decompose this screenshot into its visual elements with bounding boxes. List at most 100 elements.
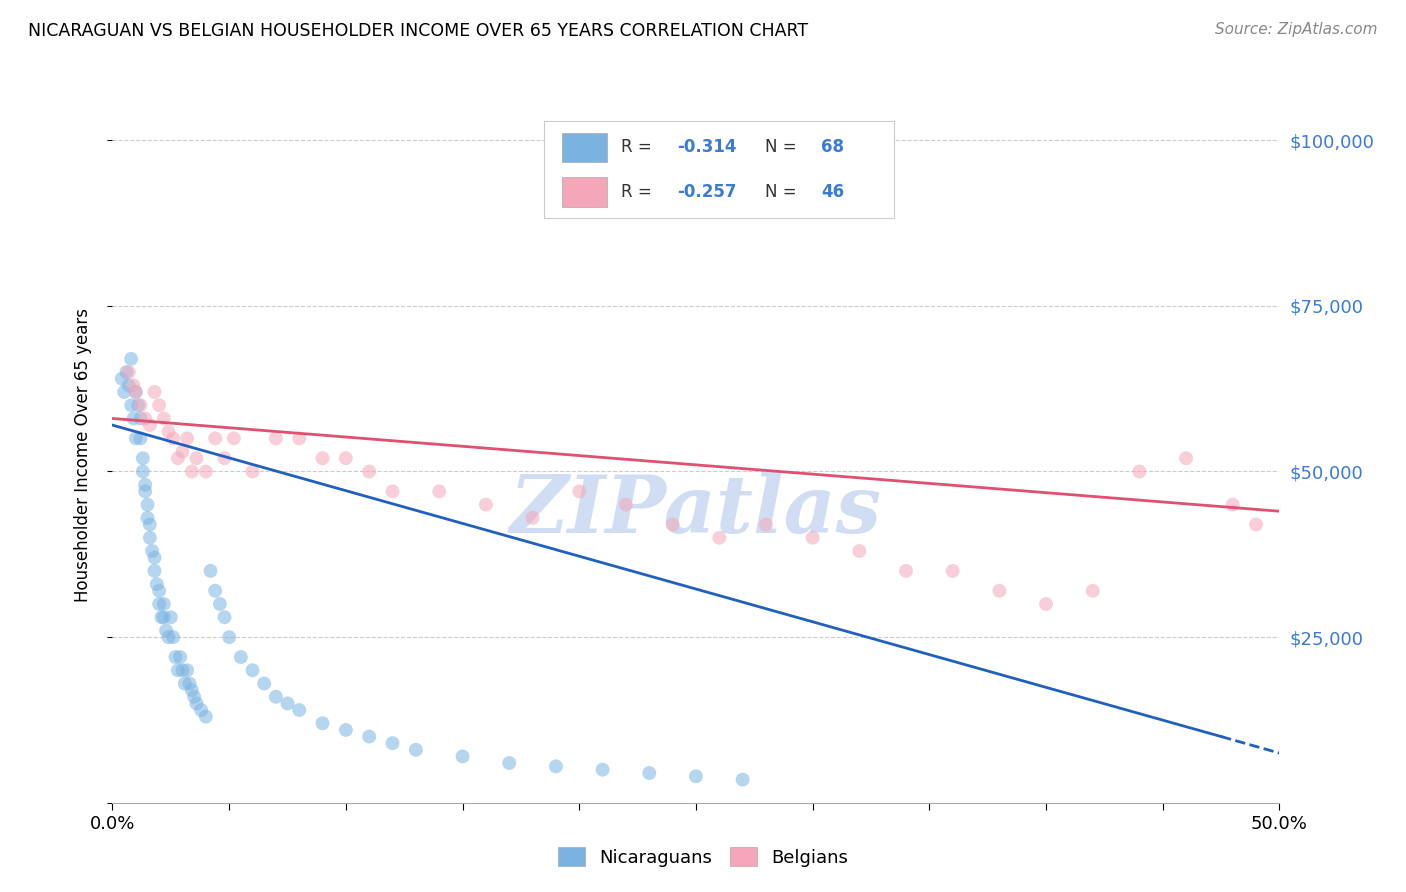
Point xyxy=(1175,451,1198,466)
Point xyxy=(139,418,162,433)
Point xyxy=(264,690,287,704)
Point xyxy=(222,431,245,445)
Point xyxy=(120,398,142,412)
Point xyxy=(183,690,205,704)
Point xyxy=(139,531,162,545)
Point xyxy=(180,465,202,479)
Point xyxy=(136,511,159,525)
Point xyxy=(638,766,661,780)
Point xyxy=(165,650,187,665)
Point xyxy=(125,431,148,445)
Point xyxy=(242,465,264,479)
Point xyxy=(143,564,166,578)
Point xyxy=(335,451,357,466)
Point xyxy=(162,630,184,644)
Point xyxy=(1244,517,1267,532)
Point xyxy=(190,703,212,717)
Point xyxy=(204,431,226,445)
Point xyxy=(194,465,217,479)
Point xyxy=(176,431,198,445)
Point xyxy=(139,517,162,532)
Point xyxy=(214,610,236,624)
Point xyxy=(731,772,754,787)
Point xyxy=(186,451,208,466)
Point xyxy=(204,583,226,598)
Point xyxy=(136,498,159,512)
Point xyxy=(568,484,591,499)
Point xyxy=(592,763,614,777)
Point xyxy=(427,484,450,499)
Point xyxy=(120,351,142,366)
Point xyxy=(179,676,201,690)
Point xyxy=(214,451,236,466)
Text: NICARAGUAN VS BELGIAN HOUSEHOLDER INCOME OVER 65 YEARS CORRELATION CHART: NICARAGUAN VS BELGIAN HOUSEHOLDER INCOME… xyxy=(28,22,808,40)
Point xyxy=(122,411,145,425)
Point xyxy=(129,431,152,445)
Point xyxy=(242,663,264,677)
Point xyxy=(153,597,176,611)
Point xyxy=(127,398,149,412)
Point xyxy=(544,759,567,773)
Point xyxy=(122,378,145,392)
Legend: Nicaraguans, Belgians: Nicaraguans, Belgians xyxy=(550,840,856,874)
Point xyxy=(111,372,134,386)
Point xyxy=(148,597,170,611)
Point xyxy=(148,398,170,412)
Point xyxy=(405,743,427,757)
Point xyxy=(311,716,333,731)
Point xyxy=(276,697,298,711)
Point xyxy=(172,444,194,458)
Text: ZIPatlas: ZIPatlas xyxy=(510,472,882,549)
Point xyxy=(134,484,156,499)
Point xyxy=(200,564,222,578)
Point xyxy=(359,730,381,744)
Point xyxy=(176,663,198,677)
Point xyxy=(143,550,166,565)
Point xyxy=(1035,597,1057,611)
Point xyxy=(988,583,1011,598)
Point xyxy=(166,663,188,677)
Point xyxy=(661,517,683,532)
Point xyxy=(614,498,637,512)
Point xyxy=(1081,583,1104,598)
Point xyxy=(848,544,870,558)
Point xyxy=(311,451,333,466)
Point xyxy=(172,663,194,677)
Point xyxy=(134,411,156,425)
Point xyxy=(685,769,707,783)
Text: Source: ZipAtlas.com: Source: ZipAtlas.com xyxy=(1215,22,1378,37)
Point xyxy=(150,610,173,624)
Point xyxy=(132,451,155,466)
Point xyxy=(157,630,180,644)
Point xyxy=(359,465,381,479)
Point xyxy=(115,365,138,379)
Point xyxy=(218,630,240,644)
Point xyxy=(134,477,156,491)
Point xyxy=(186,697,208,711)
Point xyxy=(522,511,544,525)
Point xyxy=(157,425,180,439)
Point xyxy=(1128,465,1150,479)
Point xyxy=(264,431,287,445)
Point xyxy=(118,365,141,379)
Point xyxy=(475,498,498,512)
Point xyxy=(112,384,135,399)
Point xyxy=(125,384,148,399)
Point xyxy=(894,564,917,578)
Point xyxy=(129,398,152,412)
Point xyxy=(755,517,778,532)
Point xyxy=(160,610,183,624)
Point xyxy=(132,465,155,479)
Point xyxy=(141,544,163,558)
Point xyxy=(253,676,276,690)
Point xyxy=(229,650,252,665)
Point xyxy=(180,683,202,698)
Point xyxy=(153,411,176,425)
Point xyxy=(709,531,731,545)
Point xyxy=(381,484,404,499)
Point xyxy=(166,451,188,466)
Point xyxy=(162,431,184,445)
Point xyxy=(498,756,520,770)
Point xyxy=(148,583,170,598)
Point xyxy=(125,384,148,399)
